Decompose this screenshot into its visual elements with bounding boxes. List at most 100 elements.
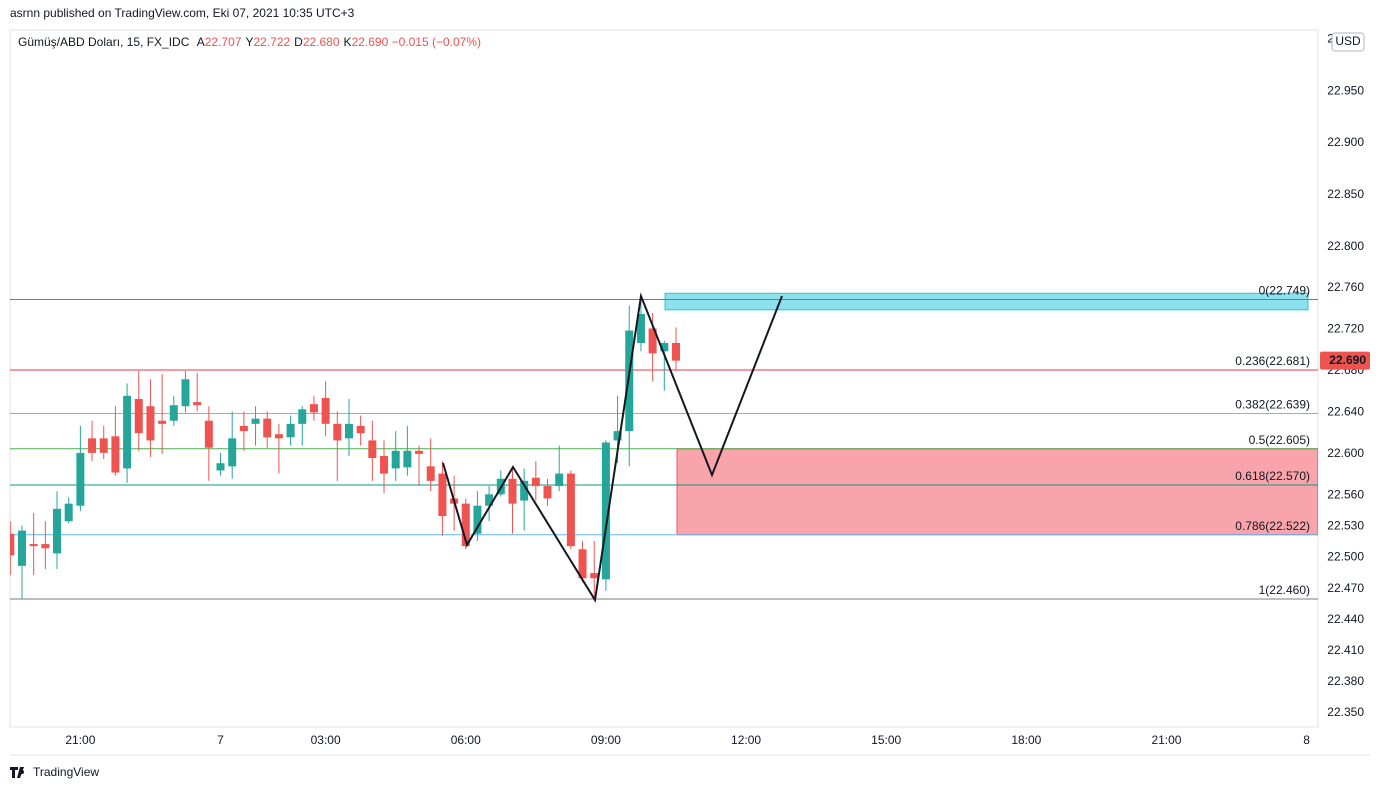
price-badge-label: 22.690	[1329, 353, 1366, 367]
candle-body	[426, 466, 435, 481]
ohlc-value: 22.707	[204, 35, 242, 49]
candle-body	[671, 343, 680, 361]
x-tick-label: 09:00	[591, 733, 621, 747]
candle-body	[625, 330, 634, 432]
x-tick-label: 8	[1303, 733, 1310, 747]
candle-body	[111, 436, 120, 473]
candle-body	[543, 486, 552, 499]
candle-body	[473, 505, 482, 534]
candle-body	[193, 402, 202, 406]
candle-body	[333, 423, 342, 441]
y-tick-label: 22.720	[1327, 322, 1364, 336]
candle-body	[309, 404, 318, 413]
candle-body	[344, 423, 353, 439]
candle-body	[520, 480, 529, 501]
y-tick-label: 22.640	[1327, 405, 1364, 419]
candle-body	[380, 455, 389, 474]
footer-logo: TradingView	[10, 765, 99, 779]
currency-label: USD	[1335, 34, 1361, 48]
candle-body	[17, 530, 26, 566]
candle-body	[578, 549, 587, 579]
footer-brand: TradingView	[33, 765, 99, 779]
candle-body	[485, 494, 494, 506]
currency-badge	[1331, 32, 1365, 52]
candle-body	[590, 573, 599, 579]
candle-body	[169, 405, 178, 421]
x-tick-label: 7	[217, 733, 224, 747]
candle-body	[368, 440, 377, 459]
candle-body	[88, 438, 97, 453]
fib-label: 1(22.460)	[1259, 583, 1310, 597]
candle-body	[415, 450, 424, 454]
ohlc: A22.707 Y22.722 D22.680 K22.690	[193, 35, 389, 49]
legend: Gümüş/ABD Doları, 15, FX_IDC A22.707 Y22.…	[18, 35, 481, 49]
attribution: asrnn published on TradingView.com, Eki …	[10, 6, 355, 20]
fib-label: 0.618(22.570)	[1235, 469, 1310, 483]
candle-body	[181, 379, 190, 407]
ohlc-key: A	[196, 35, 205, 49]
fib-label: 0.786(22.522)	[1235, 519, 1310, 533]
candle-body	[99, 438, 108, 453]
candle-body	[601, 442, 610, 580]
candle-body	[636, 313, 645, 344]
candle-body	[508, 478, 517, 504]
candle-body	[356, 425, 365, 434]
y-tick-label: 22.600	[1327, 446, 1364, 460]
x-tick-label: 15:00	[871, 733, 901, 747]
candle-body	[531, 477, 540, 487]
candle-body	[29, 544, 38, 547]
ohlc-value: 22.690	[351, 35, 389, 49]
y-tick-label: 22.410	[1327, 643, 1364, 657]
y-tick-label: 22.530	[1327, 519, 1364, 533]
x-tick-label: 03:00	[311, 733, 341, 747]
y-tick-label: 22.350	[1327, 705, 1364, 719]
y-tick-label: 22.500	[1327, 550, 1364, 564]
y-tick-label: 22.800	[1327, 239, 1364, 253]
candle-body	[391, 450, 400, 469]
y-tick-label: 22.950	[1327, 83, 1364, 97]
y-tick-label: 22.850	[1327, 187, 1364, 201]
candle-body	[613, 431, 622, 441]
ohlc-key: Y	[245, 35, 254, 49]
candle-body	[228, 438, 237, 467]
y-tick-label: 22.440	[1327, 612, 1364, 626]
candle-body	[216, 463, 225, 471]
x-tick-label: 12:00	[731, 733, 761, 747]
candle-body	[648, 328, 657, 354]
candle-body	[566, 473, 575, 547]
y-tick-label: 22.900	[1327, 135, 1364, 149]
candle-body	[286, 423, 295, 438]
x-tick-label: 21:00	[1151, 733, 1181, 747]
ohlc-value: 22.680	[302, 35, 340, 49]
candle-body	[438, 473, 447, 517]
candle-body	[239, 425, 248, 432]
change: −0.015 (−0.07%)	[391, 35, 482, 49]
candle-body	[53, 508, 62, 554]
candle-body	[64, 503, 73, 522]
candle-body	[321, 397, 330, 424]
candle-body	[134, 398, 143, 434]
candle-body	[263, 418, 272, 438]
pattern-drawing	[442, 292, 783, 603]
candle-body	[204, 420, 213, 448]
candle-body	[146, 406, 155, 441]
candle-body	[41, 544, 50, 549]
axis-layer: 23.00022.95022.90022.85022.80022.76022.7…	[65, 31, 1370, 747]
fib-label: 0(22.749)	[1259, 284, 1310, 298]
y-tick-label: 22.760	[1327, 280, 1364, 294]
candle-body	[660, 343, 669, 352]
candle-body	[251, 418, 260, 424]
fib-label: 0.382(22.639)	[1235, 398, 1310, 412]
candle-body	[461, 503, 470, 547]
x-tick-label: 21:00	[65, 733, 95, 747]
y-tick-label: 22.560	[1327, 488, 1364, 502]
x-tick-label: 18:00	[1011, 733, 1041, 747]
zone	[676, 448, 1318, 536]
candle-body	[10, 533, 15, 556]
ohlc-key: K	[343, 35, 352, 49]
candle-body	[158, 420, 167, 424]
candle-body	[403, 450, 412, 468]
zone	[664, 292, 1309, 311]
